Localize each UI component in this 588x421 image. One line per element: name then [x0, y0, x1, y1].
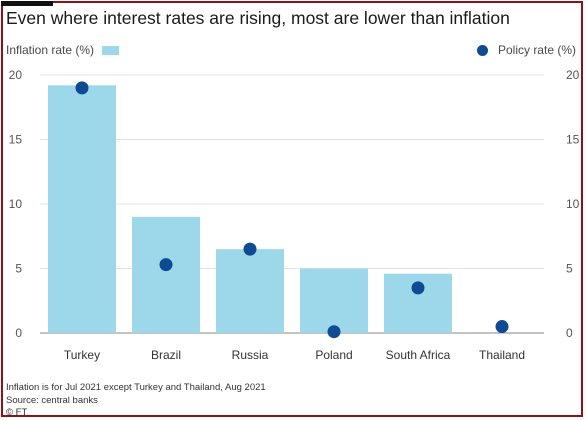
footer-note: Inflation is for Jul 2021 except Turkey …: [6, 382, 266, 393]
x-tick-label: Russia: [232, 348, 269, 362]
x-tick-label: Brazil: [151, 348, 181, 362]
policy-rate-dot: [75, 81, 89, 95]
y-tick-label-right: 0: [566, 326, 573, 340]
x-tick-label: South Africa: [386, 348, 451, 362]
policy-rate-dot: [495, 320, 509, 334]
y-tick-label-right: 15: [566, 133, 580, 147]
footer-source: Source: central banks: [6, 395, 98, 406]
y-tick-label-right: 20: [566, 68, 580, 82]
inflation-bar: [300, 268, 368, 333]
chart-title: Even where interest rates are rising, mo…: [6, 8, 510, 28]
inflation-bar: [132, 216, 200, 333]
x-tick-label: Turkey: [64, 348, 100, 362]
inflation-bar: [48, 85, 116, 333]
y-tick-label-right: 10: [566, 197, 580, 211]
y-tick-label-left: 20: [9, 68, 23, 82]
y-tick-label-left: 5: [15, 262, 22, 276]
y-tick-label-left: 15: [9, 133, 23, 147]
y-tick-label-left: 0: [15, 326, 22, 340]
y-tick-label-right: 5: [566, 262, 573, 276]
footer-credit: © FT: [6, 407, 28, 418]
policy-rate-dot: [159, 258, 173, 272]
legend-dot-marker: [476, 44, 488, 56]
policy-rate-dot: [327, 325, 341, 339]
y-tick-label-left: 10: [9, 197, 23, 211]
legend-bar-swatch: [102, 45, 120, 55]
x-tick-label: Thailand: [479, 348, 525, 362]
x-tick-label: Poland: [315, 348, 352, 362]
inflation-bar: [216, 249, 284, 333]
legend-policy-label: Policy rate (%): [497, 43, 576, 57]
legend-inflation: Inflation rate (%): [6, 42, 120, 58]
top-accent-bar: [1, 1, 53, 6]
legend-inflation-label: Inflation rate (%): [6, 43, 95, 57]
legend-policy: Policy rate (%): [476, 42, 576, 58]
policy-rate-dot: [411, 281, 425, 295]
policy-rate-dot: [243, 242, 257, 256]
